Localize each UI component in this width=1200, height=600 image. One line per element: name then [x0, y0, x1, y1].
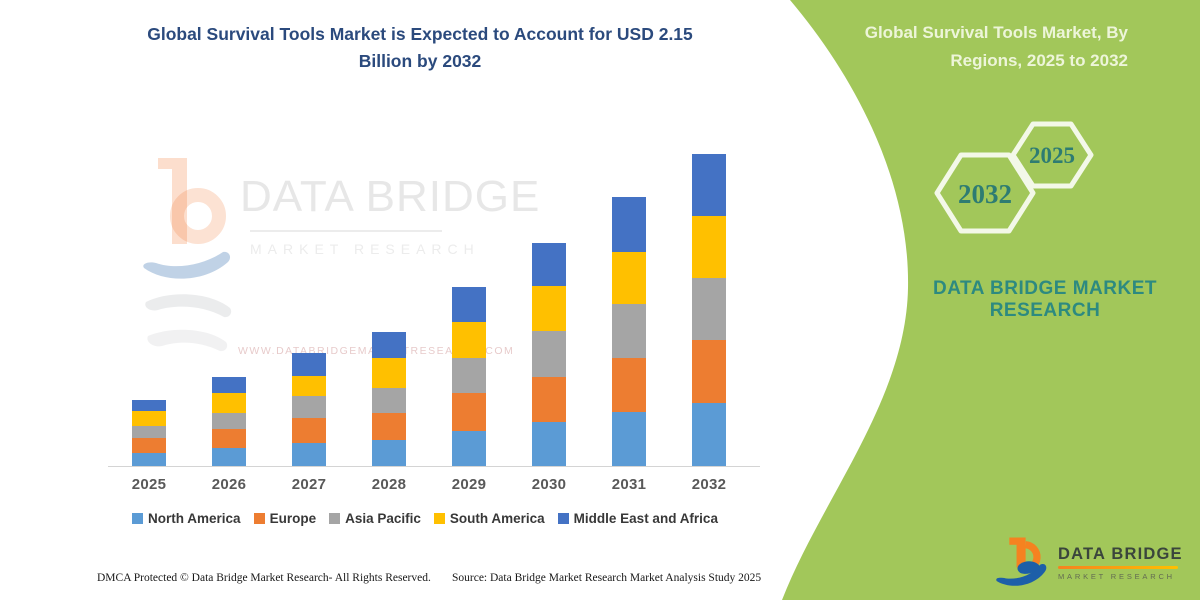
- bar-segment: [452, 431, 486, 466]
- legend-item: South America: [433, 511, 545, 526]
- bar-segment: [452, 287, 486, 322]
- bar-segment: [532, 331, 566, 377]
- bar-segment: [132, 400, 166, 411]
- legend-label: South America: [449, 511, 545, 526]
- bar-2028: [372, 332, 406, 466]
- bar-segment: [452, 393, 486, 431]
- hexagon-2032-label: 2032: [958, 179, 1012, 209]
- bar-2026: [212, 377, 246, 466]
- bar-segment: [292, 443, 326, 466]
- side-panel-brand-text: DATA BRIDGE MARKET RESEARCH: [933, 278, 1157, 321]
- bar-segment: [212, 377, 246, 393]
- bar-segment: [292, 376, 326, 396]
- legend-item: Middle East and Africa: [557, 511, 718, 526]
- bar-2031: [612, 197, 646, 466]
- dbmr-logo-sub: MARKET RESEARCH: [1058, 571, 1175, 581]
- dbmr-logo-underline: [1058, 566, 1178, 569]
- bar-segment: [132, 411, 166, 426]
- bar-2029: [452, 287, 486, 466]
- dbmr-logo-text: DATA BRIDGE MARKET RESEARCH: [1058, 545, 1183, 581]
- side-panel-heading: Global Survival Tools Market, By Regions…: [798, 19, 1128, 75]
- bar-segment: [612, 252, 646, 304]
- bar-2027: [292, 353, 326, 466]
- bar-segment: [612, 197, 646, 252]
- legend-swatch: [253, 513, 265, 524]
- footer-source: Source: Data Bridge Market Research Mark…: [452, 572, 762, 584]
- legend-label: Middle East and Africa: [573, 511, 718, 526]
- bar-segment: [132, 453, 166, 466]
- legend-swatch: [433, 513, 445, 524]
- dbmr-logo: DATA BRIDGE MARKET RESEARCH: [993, 533, 1183, 591]
- x-axis-label: 2025: [131, 476, 167, 493]
- x-axis-label: 2029: [451, 476, 487, 493]
- bar-segment: [532, 243, 566, 286]
- bar-segment: [532, 286, 566, 331]
- bar-segment: [372, 332, 406, 358]
- hexagon-2025-label: 2025: [1029, 143, 1075, 168]
- bar-segment: [132, 438, 166, 453]
- bar-segment: [372, 440, 406, 466]
- legend-swatch: [329, 513, 341, 524]
- dbmr-logo-name: DATA BRIDGE: [1058, 545, 1183, 563]
- bar-segment: [212, 413, 246, 429]
- bar-segment: [452, 358, 486, 393]
- x-axis-label: 2032: [691, 476, 727, 493]
- bar-segment: [692, 403, 726, 466]
- legend-label: Asia Pacific: [345, 511, 421, 526]
- x-axis-label: 2031: [611, 476, 647, 493]
- bar-2030: [532, 243, 566, 466]
- bar-segment: [292, 418, 326, 443]
- bar-segment: [212, 393, 246, 413]
- chart-title: Global Survival Tools Market is Expected…: [147, 24, 693, 71]
- watermark-logo-icon: [143, 158, 232, 352]
- bar-segment: [612, 304, 646, 358]
- legend: North America Europe Asia Pacific South Ame…: [90, 511, 760, 526]
- bar-segment: [212, 429, 246, 448]
- bar-segment: [292, 396, 326, 418]
- bar-segment: [612, 358, 646, 412]
- side-panel-heading-line1: Global Survival Tools Market, By: [864, 23, 1128, 42]
- bar-segment: [212, 448, 246, 466]
- x-axis-label: 2028: [371, 476, 407, 493]
- legend-swatch: [132, 513, 144, 524]
- bar-segment: [692, 216, 726, 278]
- bar-2025: [132, 400, 166, 466]
- watermark-underline: [250, 230, 442, 232]
- bar-segment: [372, 413, 406, 440]
- hexagon-2025-icon: [1010, 121, 1094, 189]
- legend-label: Europe: [269, 511, 317, 526]
- hexagon-2032-icon: [934, 152, 1036, 234]
- x-axis-label: 2026: [211, 476, 247, 493]
- x-axis-label: 2030: [531, 476, 567, 493]
- x-axis-labels: 2025 2026 2027 2028 2029 2030 2031 2032: [108, 476, 760, 496]
- legend-swatch: [557, 513, 569, 524]
- bar-segment: [692, 154, 726, 216]
- bar-2032: [692, 154, 726, 466]
- bar-segment: [532, 377, 566, 422]
- legend-label: North America: [148, 511, 241, 526]
- watermark-sub-text: MARKET RESEARCH: [250, 241, 480, 257]
- bar-segment: [372, 358, 406, 388]
- bar-segment: [132, 426, 166, 438]
- dbmr-logo-mark-icon: [996, 537, 1047, 586]
- bar-segment: [292, 353, 326, 376]
- x-axis-label: 2027: [291, 476, 327, 493]
- bar-segment: [372, 388, 406, 413]
- footer-copyright: DMCA Protected © Data Bridge Market Rese…: [97, 572, 431, 584]
- bar-segment: [452, 322, 486, 358]
- plot-area: [108, 136, 760, 467]
- legend-item: Asia Pacific: [329, 511, 421, 526]
- side-panel-background: [782, 0, 1200, 600]
- bar-segment: [692, 278, 726, 340]
- legend-item: Europe: [253, 511, 317, 526]
- bar-segment: [532, 422, 566, 466]
- legend-item: North America: [132, 511, 241, 526]
- side-panel-heading-line2: Regions, 2025 to 2032: [950, 51, 1128, 70]
- bar-segment: [692, 340, 726, 403]
- bar-segment: [612, 412, 646, 466]
